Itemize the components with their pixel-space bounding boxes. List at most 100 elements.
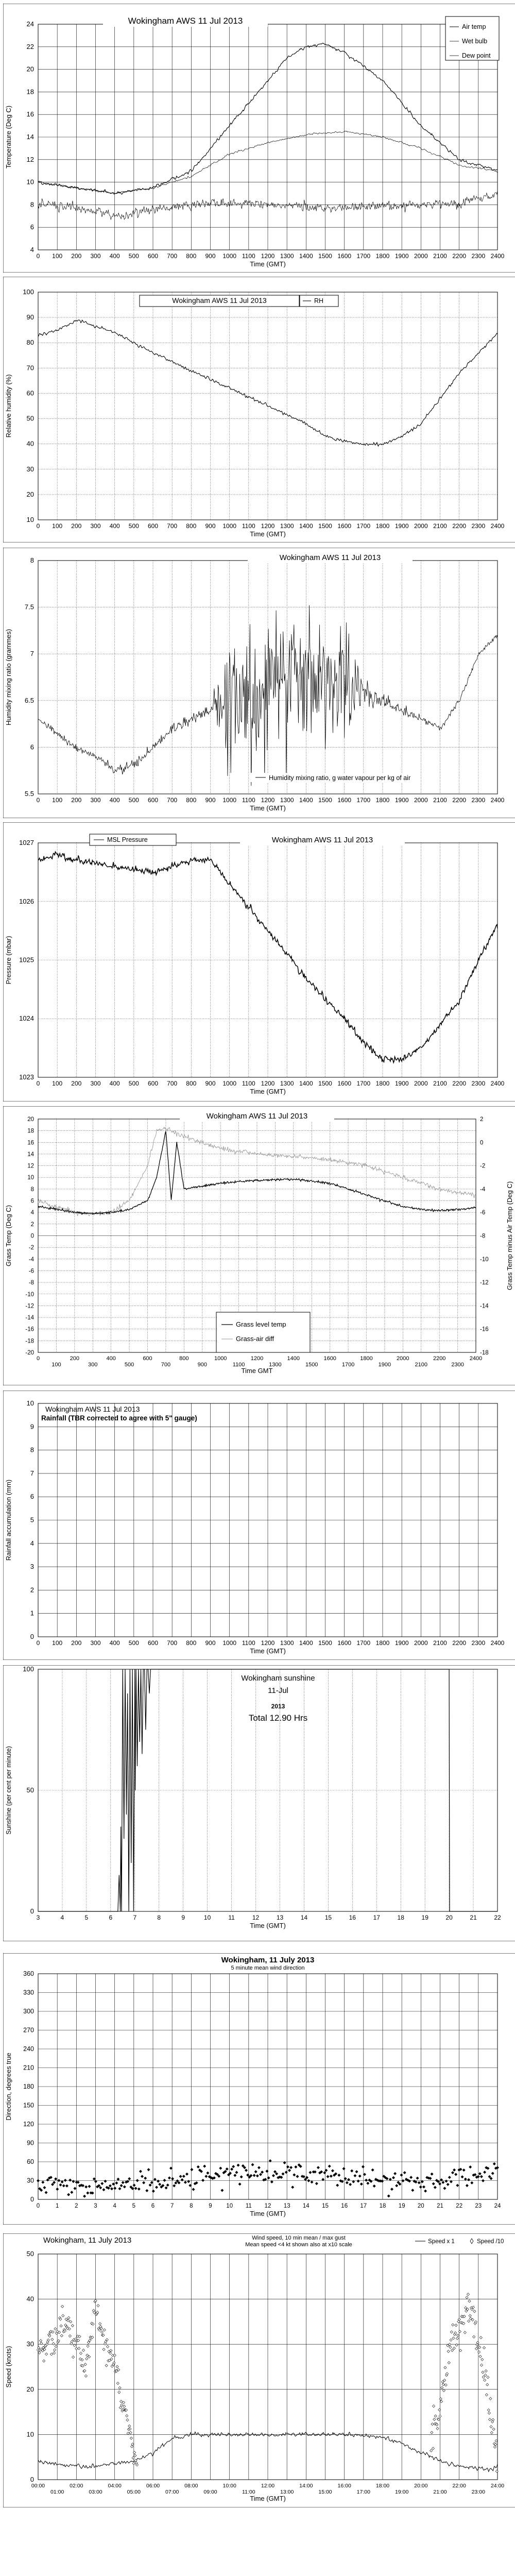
svg-text:1800: 1800 — [376, 252, 390, 260]
svg-text:400: 400 — [107, 1355, 116, 1362]
svg-text:10: 10 — [27, 516, 34, 523]
svg-text:700: 700 — [167, 796, 177, 804]
svg-text:240: 240 — [23, 2045, 34, 2053]
svg-text:150: 150 — [23, 2102, 34, 2109]
svg-text:60: 60 — [27, 2158, 34, 2165]
svg-text:1: 1 — [56, 2203, 59, 2209]
svg-text:700: 700 — [167, 522, 177, 530]
svg-text:Rainfall (TBR corrected to agr: Rainfall (TBR corrected to agree with 5"… — [41, 1414, 197, 1422]
svg-text:2100: 2100 — [433, 1080, 447, 1087]
svg-text:1600: 1600 — [337, 1639, 351, 1647]
svg-text:0: 0 — [37, 522, 40, 530]
svg-text:24:00: 24:00 — [491, 2483, 504, 2489]
svg-text:Grass level temp: Grass level temp — [236, 1320, 286, 1328]
svg-text:1025: 1025 — [19, 956, 34, 964]
svg-text:2400: 2400 — [491, 1639, 505, 1647]
svg-text:200: 200 — [71, 796, 81, 804]
svg-text:1800: 1800 — [376, 1080, 390, 1087]
svg-text:1900: 1900 — [395, 1639, 409, 1647]
svg-text:1100: 1100 — [242, 522, 255, 530]
svg-text:1900: 1900 — [395, 796, 409, 804]
svg-text:1300: 1300 — [280, 522, 294, 530]
svg-text:Rainfall accumulation (mm): Rainfall accumulation (mm) — [5, 1480, 12, 1561]
svg-text:400: 400 — [110, 1639, 120, 1647]
svg-text:19: 19 — [422, 1914, 429, 1921]
svg-text:2: 2 — [75, 2203, 78, 2209]
svg-text:90: 90 — [27, 2140, 34, 2147]
svg-text:-8: -8 — [29, 1280, 34, 1286]
svg-text:Grass Temp minus Air Temp (Deg: Grass Temp minus Air Temp (Deg C) — [506, 1181, 513, 1290]
svg-text:-8: -8 — [480, 1233, 485, 1240]
svg-text:7: 7 — [30, 1469, 34, 1477]
svg-text:100: 100 — [52, 252, 62, 260]
svg-text:8: 8 — [190, 2203, 193, 2209]
svg-text:Grass Temp (Deg C): Grass Temp (Deg C) — [5, 1205, 12, 1266]
svg-text:11-Jul: 11-Jul — [268, 1686, 288, 1695]
svg-text:5: 5 — [30, 1516, 34, 1524]
svg-text:600: 600 — [148, 1639, 158, 1647]
svg-text:-18: -18 — [25, 1338, 34, 1344]
svg-text:5: 5 — [85, 1914, 89, 1921]
svg-text:4: 4 — [30, 246, 34, 253]
svg-text:1900: 1900 — [379, 1362, 391, 1368]
svg-text:1600: 1600 — [337, 1080, 351, 1087]
svg-text:Speed (knots): Speed (knots) — [5, 2346, 12, 2388]
svg-text:-20: -20 — [25, 1350, 34, 1356]
svg-text:1700: 1700 — [356, 796, 370, 804]
svg-text:16: 16 — [27, 1140, 34, 1146]
svg-text:6: 6 — [31, 1198, 34, 1205]
svg-text:14:00: 14:00 — [299, 2483, 313, 2489]
svg-text:16: 16 — [27, 110, 34, 118]
svg-text:18:00: 18:00 — [376, 2483, 389, 2489]
svg-text:10: 10 — [27, 2430, 34, 2438]
svg-text:400: 400 — [110, 796, 120, 804]
svg-text:Temperature (Deg C): Temperature (Deg C) — [5, 106, 12, 168]
svg-text:800: 800 — [179, 1355, 188, 1362]
svg-text:2300: 2300 — [451, 1362, 464, 1368]
svg-text:900: 900 — [205, 252, 215, 260]
svg-text:-14: -14 — [480, 1303, 489, 1309]
svg-text:Time (GMT): Time (GMT) — [250, 804, 286, 812]
svg-text:1300: 1300 — [280, 252, 294, 260]
svg-text:24: 24 — [494, 2203, 501, 2209]
svg-text:Relative humidity (%): Relative humidity (%) — [5, 375, 12, 438]
svg-text:01:00: 01:00 — [50, 2489, 64, 2495]
svg-text:1500: 1500 — [318, 1080, 332, 1087]
svg-text:18: 18 — [380, 2203, 386, 2209]
svg-text:-2: -2 — [29, 1245, 34, 1251]
svg-text:800: 800 — [186, 522, 196, 530]
svg-text:1200: 1200 — [261, 1080, 275, 1087]
svg-text:1300: 1300 — [280, 796, 294, 804]
svg-text:9: 9 — [181, 1914, 185, 1921]
svg-text:1300: 1300 — [280, 1080, 294, 1087]
svg-text:2200: 2200 — [452, 522, 466, 530]
svg-text:2300: 2300 — [471, 522, 485, 530]
svg-text:Wet bulb: Wet bulb — [462, 38, 487, 45]
svg-text:1500: 1500 — [318, 522, 332, 530]
svg-text:2400: 2400 — [491, 796, 505, 804]
svg-text:1200: 1200 — [261, 252, 275, 260]
svg-text:2000: 2000 — [414, 252, 428, 260]
svg-text:300: 300 — [90, 522, 100, 530]
svg-text:2100: 2100 — [433, 522, 447, 530]
svg-text:1500: 1500 — [318, 796, 332, 804]
svg-text:80: 80 — [27, 338, 34, 346]
svg-text:2200: 2200 — [452, 796, 466, 804]
svg-text:8: 8 — [157, 1914, 161, 1921]
svg-text:1400: 1400 — [299, 252, 313, 260]
svg-text:20: 20 — [418, 2203, 424, 2209]
svg-text:1800: 1800 — [360, 1355, 372, 1362]
svg-text:1026: 1026 — [19, 897, 34, 905]
svg-text:330: 330 — [23, 1989, 34, 1996]
svg-text:16: 16 — [341, 2203, 348, 2209]
svg-text:400: 400 — [110, 1080, 120, 1087]
svg-text:5: 5 — [132, 2203, 135, 2209]
svg-text:500: 500 — [129, 522, 139, 530]
svg-text:40: 40 — [27, 2295, 34, 2303]
svg-text:600: 600 — [148, 796, 158, 804]
svg-text:2000: 2000 — [414, 522, 428, 530]
svg-text:90: 90 — [27, 313, 34, 321]
svg-text:1800: 1800 — [376, 522, 390, 530]
svg-text:10: 10 — [27, 1399, 34, 1407]
svg-text:14: 14 — [303, 2203, 310, 2209]
